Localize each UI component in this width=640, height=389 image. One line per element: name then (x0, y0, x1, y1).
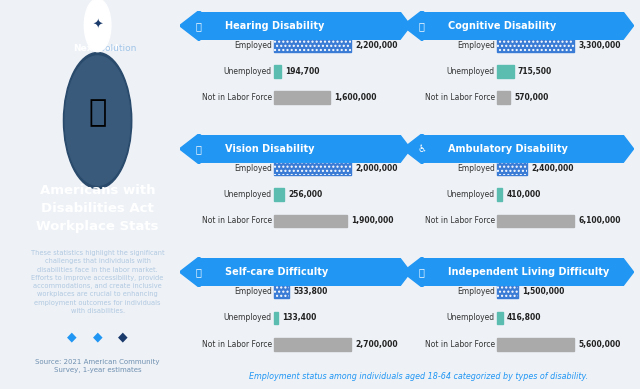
Text: Vision Disability: Vision Disability (225, 144, 314, 154)
FancyBboxPatch shape (497, 91, 510, 104)
Text: 3,300,000: 3,300,000 (578, 41, 621, 50)
Text: Unemployed: Unemployed (447, 67, 495, 76)
Text: Americans with
Disabilities Act
Workplace Stats: Americans with Disabilities Act Workplac… (36, 184, 159, 233)
Text: Ambulatory Disability: Ambulatory Disability (448, 144, 568, 154)
Text: NexaTech: NexaTech (74, 44, 122, 53)
Text: 1,600,000: 1,600,000 (334, 93, 376, 102)
Text: Unemployed: Unemployed (447, 314, 495, 322)
Text: 👁: 👁 (196, 144, 202, 154)
Text: Not in Labor Force: Not in Labor Force (202, 217, 272, 226)
Text: Employed: Employed (457, 41, 495, 50)
Text: Not in Labor Force: Not in Labor Force (425, 217, 495, 226)
Text: ✦: ✦ (92, 19, 103, 32)
Text: 5,600,000: 5,600,000 (578, 340, 621, 349)
FancyBboxPatch shape (497, 338, 574, 350)
Polygon shape (179, 257, 218, 287)
Text: 👕: 👕 (196, 267, 202, 277)
Text: Solution: Solution (59, 44, 136, 53)
Text: 2,000,000: 2,000,000 (355, 164, 397, 173)
Text: ♿: ♿ (417, 144, 426, 154)
Text: Employed: Employed (457, 164, 495, 173)
Polygon shape (197, 12, 411, 40)
Text: 715,500: 715,500 (518, 67, 552, 76)
Text: Source: 2021 American Community
Survey, 1-year estimates: Source: 2021 American Community Survey, … (35, 359, 160, 373)
Text: 2,700,000: 2,700,000 (355, 340, 397, 349)
FancyBboxPatch shape (274, 39, 351, 52)
Polygon shape (197, 258, 411, 286)
Text: 133,400: 133,400 (282, 314, 316, 322)
FancyBboxPatch shape (497, 285, 518, 298)
FancyBboxPatch shape (274, 338, 351, 350)
Text: 570,000: 570,000 (515, 93, 549, 102)
Text: 256,000: 256,000 (288, 190, 323, 199)
Text: Unemployed: Unemployed (224, 67, 272, 76)
Text: 👂: 👂 (196, 21, 202, 31)
Polygon shape (403, 134, 442, 164)
Circle shape (63, 53, 132, 189)
Polygon shape (403, 11, 442, 40)
Polygon shape (420, 12, 634, 40)
Text: Hearing Disability: Hearing Disability (225, 21, 324, 31)
Text: Unemployed: Unemployed (224, 190, 272, 199)
Polygon shape (420, 135, 634, 163)
Text: 416,800: 416,800 (507, 314, 541, 322)
Text: 2,200,000: 2,200,000 (355, 41, 397, 50)
Text: 1,900,000: 1,900,000 (351, 217, 394, 226)
Circle shape (65, 56, 130, 185)
FancyBboxPatch shape (497, 188, 502, 201)
FancyBboxPatch shape (274, 65, 281, 78)
Polygon shape (420, 258, 634, 286)
FancyBboxPatch shape (274, 91, 330, 104)
Circle shape (84, 0, 111, 52)
Text: Not in Labor Force: Not in Labor Force (425, 340, 495, 349)
FancyBboxPatch shape (497, 162, 527, 175)
FancyBboxPatch shape (274, 162, 351, 175)
Text: Employed: Employed (234, 164, 272, 173)
FancyBboxPatch shape (497, 65, 514, 78)
Text: These statistics highlight the significant
challenges that individuals with
disa: These statistics highlight the significa… (31, 250, 164, 314)
Text: Employed: Employed (457, 287, 495, 296)
FancyBboxPatch shape (497, 312, 502, 324)
Polygon shape (179, 11, 218, 40)
FancyBboxPatch shape (274, 188, 284, 201)
Text: Employment status among individuals aged 18-64 categorized by types of disabilit: Employment status among individuals aged… (249, 371, 588, 381)
Text: 533,800: 533,800 (293, 287, 328, 296)
Polygon shape (403, 257, 442, 287)
Text: 🏠: 🏠 (419, 267, 425, 277)
Text: ◆: ◆ (67, 330, 77, 343)
Text: Unemployed: Unemployed (447, 190, 495, 199)
Text: Employed: Employed (234, 287, 272, 296)
Text: 410,000: 410,000 (506, 190, 541, 199)
Text: Employed: Employed (234, 41, 272, 50)
Text: 2,400,000: 2,400,000 (531, 164, 574, 173)
Text: ◆: ◆ (118, 330, 128, 343)
FancyBboxPatch shape (497, 215, 574, 227)
Text: Not in Labor Force: Not in Labor Force (425, 93, 495, 102)
Text: ◆: ◆ (93, 330, 102, 343)
FancyBboxPatch shape (497, 39, 574, 52)
Text: Cognitive Disability: Cognitive Disability (448, 21, 556, 31)
FancyBboxPatch shape (274, 285, 289, 298)
Text: 👩: 👩 (88, 98, 107, 127)
Text: 1,500,000: 1,500,000 (522, 287, 564, 296)
Text: Not in Labor Force: Not in Labor Force (202, 340, 272, 349)
Polygon shape (179, 134, 218, 164)
FancyBboxPatch shape (274, 215, 347, 227)
Text: 194,700: 194,700 (285, 67, 319, 76)
Text: Not in Labor Force: Not in Labor Force (202, 93, 272, 102)
Text: Self-care Difficulty: Self-care Difficulty (225, 267, 328, 277)
Text: 6,100,000: 6,100,000 (578, 217, 621, 226)
Text: Unemployed: Unemployed (224, 314, 272, 322)
Polygon shape (197, 135, 411, 163)
Text: 🧠: 🧠 (419, 21, 425, 31)
FancyBboxPatch shape (274, 312, 278, 324)
Text: Independent Living Difficulty: Independent Living Difficulty (448, 267, 609, 277)
